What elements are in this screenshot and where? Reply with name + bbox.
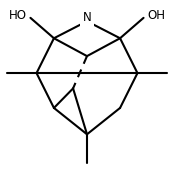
Text: OH: OH xyxy=(148,9,166,22)
Text: HO: HO xyxy=(8,9,26,22)
Text: N: N xyxy=(83,11,91,24)
